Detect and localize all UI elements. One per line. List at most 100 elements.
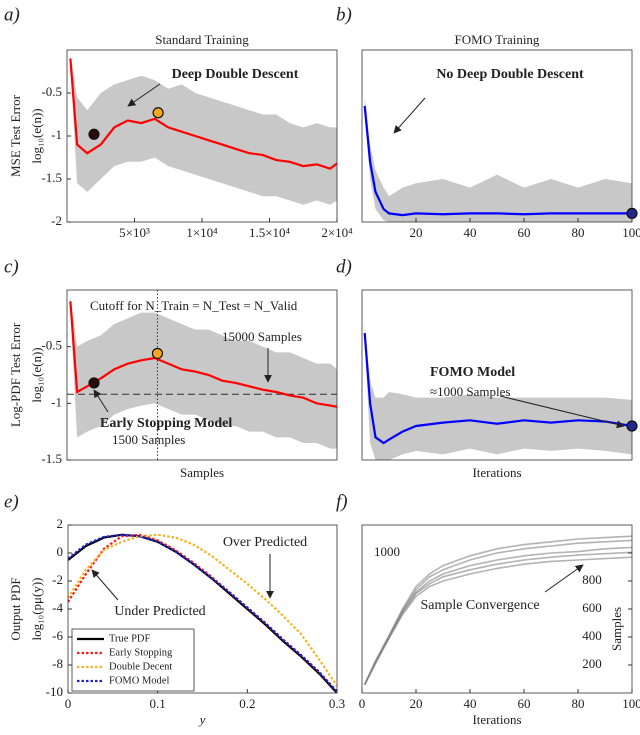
plot-area [67, 290, 337, 460]
y-tick-label: 2 [57, 516, 64, 531]
x-tick-label: 40 [464, 225, 477, 240]
error-band [364, 97, 632, 222]
x-tick-label: 0.3 [329, 696, 345, 711]
y-tick-label: 600 [582, 600, 602, 615]
plots: a) Standard Training MSE Test Error log₁₀(e… [4, 4, 640, 727]
y-tick-label: 1000 [374, 544, 400, 559]
panel: a) Standard Training MSE Test Error log₁₀(e… [4, 4, 353, 240]
panel: d) Iterations [336, 256, 638, 480]
plot-area [362, 290, 632, 460]
data-line [363, 551, 632, 685]
plot-area [362, 525, 632, 693]
data-line [69, 301, 337, 408]
panel: f) Iterations Samples 0 20 40 60 80 100 200 400 600… [336, 491, 640, 727]
data-line [363, 332, 632, 445]
data-line [68, 533, 337, 687]
x-tick-label: 1.5×10⁴ [249, 225, 291, 240]
data-line [363, 105, 632, 217]
x-tick-label: 60 [518, 696, 531, 711]
panel-label: c) [4, 256, 19, 277]
annotation: No Deep Double Descent [436, 67, 584, 82]
arrow [93, 389, 109, 413]
x-tick-label: 80 [572, 696, 585, 711]
panel: b) FOMO Training 20 40 60 80 100 [336, 4, 640, 240]
marker-point [152, 107, 164, 119]
error-band [70, 295, 337, 449]
legend-label: True PDF [109, 633, 150, 644]
panel-title: Standard Training [155, 32, 249, 47]
x-tick-label: 60 [518, 225, 531, 240]
annotation: Cutoff for N_Train = N_Test = N_Valid [90, 298, 298, 313]
marker-point [88, 377, 100, 389]
annotation: FOMO Model [430, 365, 515, 380]
panel-title: FOMO Training [455, 32, 540, 47]
annotation: 15000 Samples [222, 329, 302, 344]
x-axis-label: Samples [180, 465, 224, 480]
plot-area [67, 50, 337, 222]
x-axis-label: Iterations [472, 712, 521, 727]
y-tick-label: -1 [51, 127, 62, 142]
error-band [70, 54, 337, 205]
data-line [68, 533, 337, 693]
y-tick-label: -0.5 [41, 84, 62, 99]
y-tick-label: -2 [52, 572, 63, 587]
legend-label: Double Decent [109, 661, 172, 672]
plot-area [68, 525, 337, 693]
x-tick-label: 100 [622, 225, 640, 240]
x-tick-label: 100 [622, 696, 640, 711]
y-axis-label: log₁₀(pμ(y)) [29, 578, 44, 641]
x-tick-label: 80 [572, 225, 585, 240]
y-tick-label: -6 [52, 628, 63, 643]
x-tick-label: 20 [410, 225, 423, 240]
y-tick-label: -0.5 [41, 338, 62, 353]
marker-point [151, 347, 164, 360]
y-axis-label: Samples [609, 607, 624, 651]
marker-point [88, 128, 100, 140]
panel-label: f) [336, 491, 348, 512]
x-axis-label: Iterations [472, 465, 521, 480]
x-tick-label: 0 [359, 696, 366, 711]
y-axis-label: MSE Test Error [8, 94, 23, 177]
y-tick-label: -4 [52, 600, 63, 615]
y-axis-label: log₁₀(e(n)) [29, 108, 44, 163]
arrow [91, 569, 119, 601]
annotations: Deep Double Descent No Deep Double Desce… [90, 67, 625, 619]
y-tick-label: -8 [52, 656, 63, 671]
data-line [68, 533, 337, 693]
annotation: Sample Convergence [420, 598, 539, 613]
x-tick-label: 0.2 [239, 696, 255, 711]
y-tick-label: -1.5 [41, 170, 62, 185]
axes-frame [361, 289, 633, 461]
x-tick-label: 40 [464, 696, 477, 711]
x-tick-label: 0 [65, 696, 72, 711]
annotation: 1500 Samples [112, 432, 185, 447]
x-tick-label: 20 [410, 696, 423, 711]
marker-point [626, 420, 638, 432]
legend-label: FOMO Model [109, 675, 169, 686]
x-tick-label: 2×10⁴ [321, 225, 353, 240]
annotation: Deep Double Descent [172, 67, 299, 82]
panel-label: b) [336, 4, 352, 25]
annotation: Over Predicted [223, 535, 307, 550]
panel: c) Samples Log-PDF Test Error log₁₀(e(n)) -1… [4, 256, 338, 480]
annotation: Early Stopping Model [100, 416, 232, 431]
arrow [544, 564, 584, 593]
arrow [127, 83, 161, 107]
x-axis-label: y [198, 712, 206, 727]
error-band [364, 324, 632, 460]
annotation: Under Predicted [114, 604, 205, 619]
data-line [69, 58, 337, 170]
panel-label: d) [336, 256, 352, 277]
x-tick-label: 5×10³ [119, 225, 150, 240]
panel-label: a) [4, 4, 20, 25]
marker-point [626, 207, 638, 219]
y-tick-label: 200 [582, 656, 602, 671]
x-tick-label: 1×10⁴ [186, 225, 218, 240]
arrow [499, 395, 625, 429]
y-axis-label: Output PDF [8, 577, 23, 640]
y-tick-label: -1 [51, 394, 62, 409]
panel-label: e) [4, 491, 19, 512]
y-tick-label: 800 [582, 572, 602, 587]
plot-area [362, 50, 632, 222]
legend-label: Early Stopping [109, 647, 173, 658]
